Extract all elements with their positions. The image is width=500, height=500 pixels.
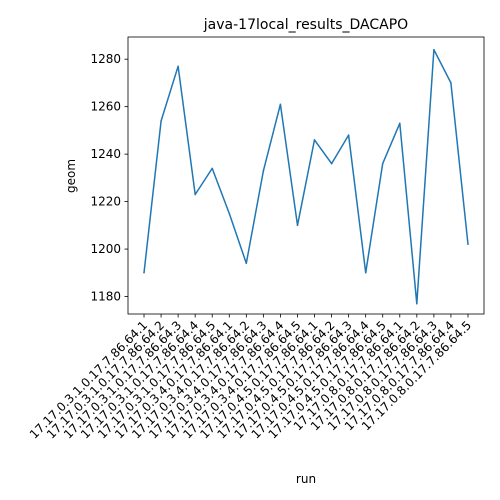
data-point [177,65,179,68]
data-point [467,243,469,246]
data-point [279,103,282,106]
data-point [296,224,299,227]
data-point [160,120,162,122]
chart-title: java-17local_results_DACAPO [203,17,408,33]
y-axis-title: geom [64,159,78,193]
data-point [143,272,145,274]
x-axis-title: run [296,472,316,486]
axes-frame [127,36,485,315]
y-tick-label: 1200 [90,242,121,256]
data-point [313,139,316,141]
data-point [262,170,265,172]
data-point [245,262,248,265]
data-point [433,48,435,51]
data-point [399,122,401,125]
data-point [194,193,196,196]
data-point [450,82,452,84]
data-point [347,134,350,136]
data-point [330,162,333,165]
data-point [416,302,418,305]
y-tick-label: 1220 [90,195,121,209]
y-tick-label: 1280 [90,52,121,66]
data-point [381,162,384,165]
data-point [211,167,213,170]
data-series-line [143,48,469,305]
data-point [228,212,231,215]
data-point [364,272,367,274]
y-tick-label: 1240 [90,147,121,161]
y-tick-label: 1180 [90,290,121,304]
y-tick-label: 1260 [90,100,121,114]
